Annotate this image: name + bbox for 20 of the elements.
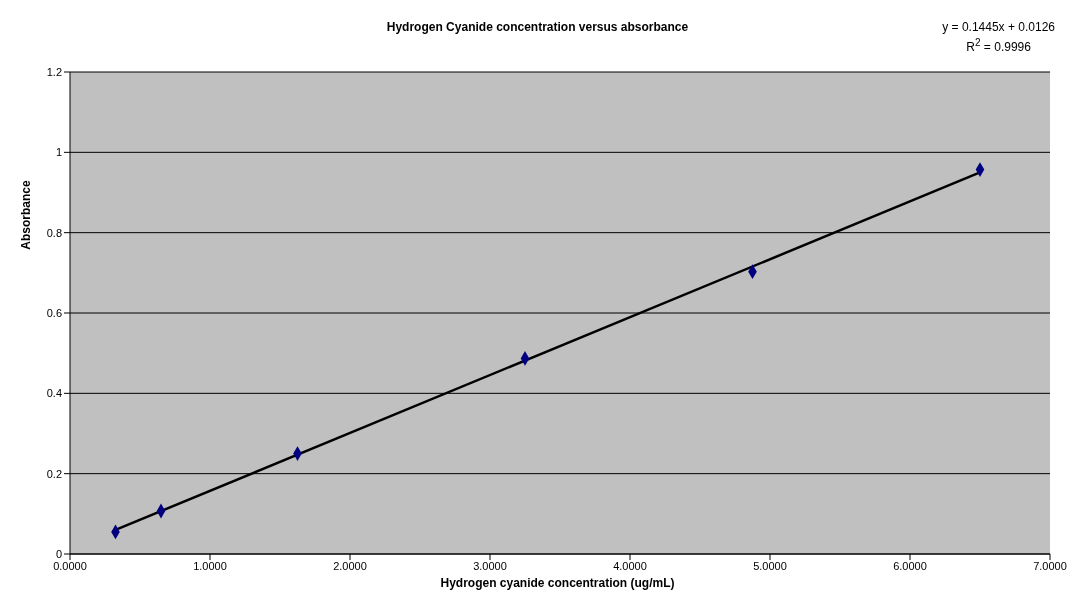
x-tick-label: 6.0000 xyxy=(893,559,927,572)
y-tick-label: 0.8 xyxy=(46,226,62,239)
y-tick-label: 0.4 xyxy=(46,387,62,400)
chart-title: Hydrogen Cyanide concentration versus absorbance xyxy=(386,20,689,34)
text: y = 0.1445x + 0.0126 xyxy=(942,20,1055,35)
y-axis-title: Absorbance xyxy=(19,179,33,252)
text: R$^{2}$ = 0.9996 xyxy=(965,36,1032,55)
y-tick-label: 0.6 xyxy=(46,306,62,319)
x-tick-label: 4.0000 xyxy=(613,559,647,572)
x-tick-label: 1.0000 xyxy=(193,559,227,572)
y-tick-label: 1.2 xyxy=(46,65,62,78)
x-tick-label: 7.0000 xyxy=(1033,559,1067,572)
y-tick-label: 0.2 xyxy=(46,467,62,480)
y-tick-label: 1 xyxy=(55,146,62,159)
x-tick-label: 2.0000 xyxy=(333,559,367,572)
x-axis-title: Hydrogen cyanide concentration (ug/mL) xyxy=(439,576,676,590)
x-tick-label: 0.0000 xyxy=(53,559,87,572)
x-tick-label: 5.0000 xyxy=(753,559,787,572)
y-tick-label: 0 xyxy=(55,547,62,560)
x-tick-label: 3.0000 xyxy=(473,559,507,572)
